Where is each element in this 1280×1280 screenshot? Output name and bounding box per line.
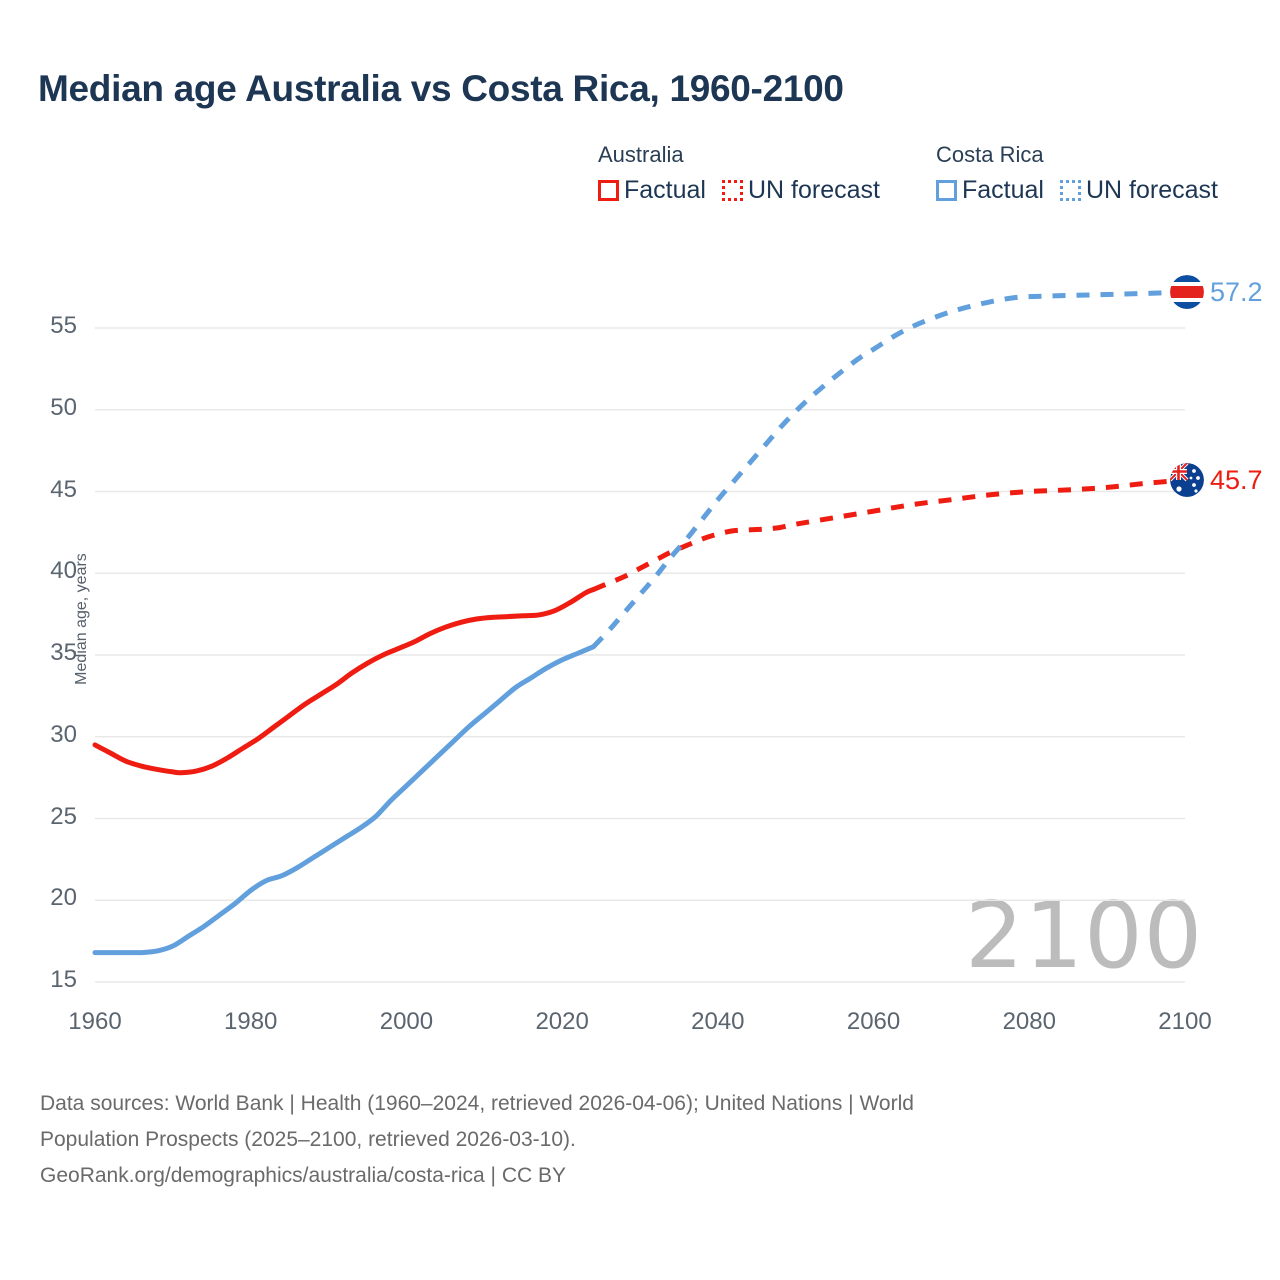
y-axis-tick-30: 30: [50, 720, 77, 748]
x-axis-tick-1980: 1980: [224, 1008, 278, 1035]
legend-group-costa-rica: Costa Rica Factual UN forecast: [936, 142, 1218, 204]
x-axis-tick-2100: 2100: [1158, 1008, 1212, 1035]
costa-rica-flag-icon: [1170, 275, 1204, 310]
footer-line-2: Population Prospects (2025–2100, retriev…: [40, 1128, 576, 1151]
y-axis-tick-35: 35: [50, 639, 77, 666]
x-axis-tick-2000: 2000: [379, 1008, 434, 1035]
x-axis-tick-1960: 1960: [68, 1008, 122, 1035]
y-axis-tick-15: 15: [50, 966, 77, 993]
legend-item-australia-forecast[interactable]: UN forecast: [721, 176, 880, 204]
chart-legend: Australia Factual UN forecast Costa Rica…: [598, 142, 1258, 222]
x-axis-tick-2020: 2020: [535, 1008, 589, 1035]
footer-sources: Data sources: World Bank | Health (1960–…: [40, 1086, 1220, 1194]
legend-label-costa-rica-forecast: UN forecast: [1085, 176, 1218, 204]
page-title: Median age Australia vs Costa Rica, 1960…: [38, 68, 844, 109]
legend-item-costa-rica-forecast[interactable]: UN forecast: [1059, 176, 1218, 204]
legend-swatch-solid-blue-icon: [936, 179, 957, 201]
year-watermark: 2100: [965, 882, 1204, 989]
legend-item-costa-rica-factual[interactable]: Factual: [936, 176, 1044, 204]
y-axis-tick-40: 40: [50, 557, 77, 585]
y-axis-tick-25: 25: [50, 802, 77, 830]
footer-line-1: Data sources: World Bank | Health (1960–…: [40, 1092, 914, 1115]
legend-items-costa-rica: Factual UN forecast: [936, 176, 1218, 204]
end-label-australia: 45.7: [1170, 463, 1263, 498]
australia-flag-icon: [1170, 463, 1204, 498]
legend-swatch-solid-red-icon: [598, 179, 619, 201]
legend-label-costa-rica-factual: Factual: [962, 176, 1044, 204]
end-value-australia: 45.7: [1210, 464, 1263, 495]
end-label-costa-rica: 57.2: [1170, 275, 1263, 310]
legend-label-australia-forecast: UN forecast: [747, 176, 880, 204]
end-value-costa-rica: 57.2: [1210, 276, 1263, 307]
y-axis-tick-45: 45: [50, 475, 77, 503]
footer-line-3: GeoRank.org/demographics/australia/costa…: [40, 1164, 567, 1187]
legend-label-australia-factual: Factual: [624, 176, 706, 204]
legend-swatch-dotted-blue-icon: [1059, 179, 1081, 201]
legend-country-costa-rica: Costa Rica: [936, 142, 1044, 167]
legend-items-australia: Factual UN forecast: [598, 176, 880, 204]
y-axis-tick-50: 50: [50, 393, 77, 421]
x-axis-tick-2040: 2040: [691, 1008, 745, 1035]
y-axis-tick-55: 55: [50, 312, 77, 339]
x-axis-tick-2080: 2080: [1002, 1008, 1056, 1035]
legend-swatch-dotted-red-icon: [721, 179, 743, 201]
legend-item-australia-factual[interactable]: Factual: [598, 176, 706, 204]
x-axis-tick-2060: 2060: [846, 1008, 901, 1035]
legend-group-australia: Australia Factual UN forecast: [598, 142, 880, 204]
legend-country-australia: Australia: [598, 142, 684, 167]
y-axis-tick-20: 20: [50, 884, 77, 912]
